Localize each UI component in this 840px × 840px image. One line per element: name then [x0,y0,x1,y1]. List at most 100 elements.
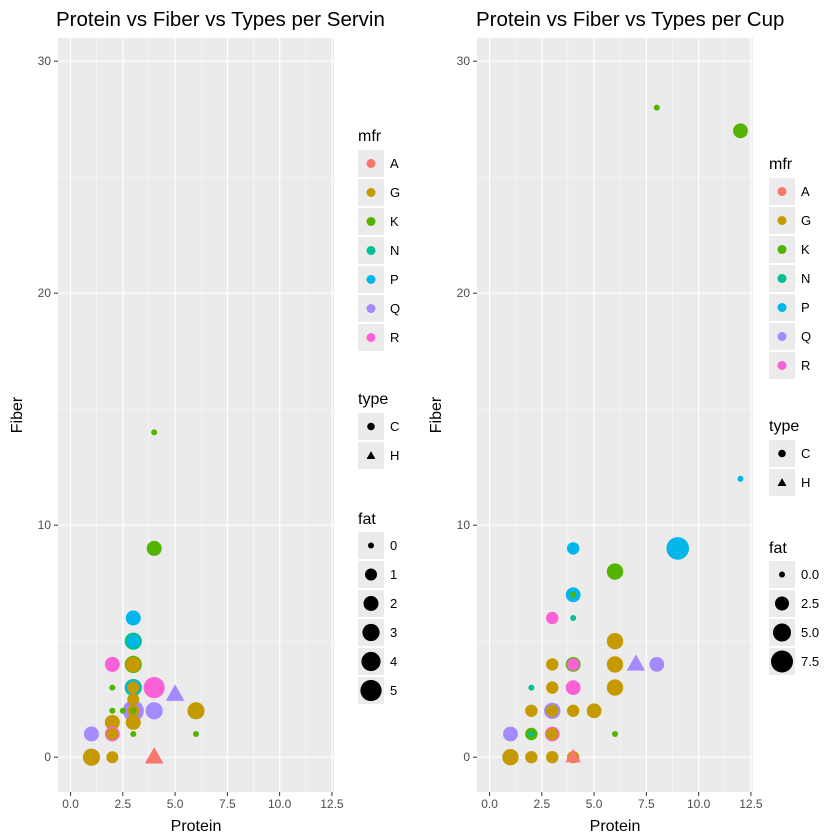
legend-fat-title: fat [358,511,376,528]
data-point [119,707,126,714]
data-point [127,681,140,694]
data-point [106,751,119,764]
data-point [125,714,141,730]
y-tick-label: 30 [457,54,471,68]
data-point [528,684,535,691]
legend-mfr-label: K [390,214,399,229]
data-point [502,749,519,766]
data-point [525,751,538,764]
data-point [125,656,141,672]
data-point [109,684,116,691]
x-tick-label: 7.5 [638,797,655,811]
legend-fat-label: 5.0 [801,625,819,640]
data-point [606,563,624,580]
x-tick-label: 10.0 [268,797,292,811]
legend-fat-title: fat [769,540,787,557]
legend-fat-swatch [365,568,377,581]
legend-type-label: C [390,419,399,434]
legend-mfr-label: Q [390,301,400,316]
plot-panel [58,38,334,792]
legend-mfr-label: N [801,271,810,286]
x-tick-label: 0.0 [481,797,498,811]
legend-fat-swatch [360,679,382,702]
legend-mfr-label: A [801,184,810,199]
y-tick-label: 10 [457,518,471,532]
data-point [612,731,618,737]
data-point [666,537,690,560]
y-tick-label: 0 [44,750,51,764]
plot-panel [477,38,753,792]
legend-fat-label: 0 [390,538,397,553]
x-axis-label: Protein [590,818,641,835]
legend-mfr-label: K [801,242,810,257]
data-point [546,611,559,625]
data-point [130,731,137,737]
data-point [127,635,140,648]
data-point [106,728,119,740]
x-axis-label: Protein [171,818,222,835]
legend-fat-label: 5 [390,683,397,698]
data-point [546,658,559,671]
legend-fat-label: 2 [390,596,397,611]
x-tick-label: 2.5 [114,797,131,811]
x-tick-label: 7.5 [219,797,236,811]
data-point [193,731,199,737]
legend-mfr-swatch [777,361,787,370]
x-tick-label: 5.0 [167,797,184,811]
data-point [82,748,101,766]
data-point [525,704,538,717]
data-point-triangle [165,684,185,701]
y-tick-label: 20 [457,286,471,300]
y-axis-label: Fiber [9,396,26,433]
chart-per-serving: Protein vs Fiber vs Types per Servin 0.0 2… [9,8,400,835]
data-point-triangle [565,748,581,763]
legend-fat-swatch [771,650,793,673]
legend-type-title: type [769,418,799,435]
legend-fat-label: 0.0 [801,567,819,582]
data-point [130,707,137,714]
legend-fat-swatch [362,623,380,642]
legend-mfr-swatch [777,187,787,196]
legend-mfr-label: N [390,243,399,258]
legend-type-circle [367,422,375,431]
legend-fat-label: 4 [390,654,397,669]
legend-mfr-label: Q [801,329,811,344]
legend-fat-label: 1 [390,567,397,582]
legend-type-title: type [358,391,388,408]
data-point [566,658,580,671]
data-point [143,677,165,699]
legend-mfr-title: mfr [358,128,382,145]
legend-type-label: C [801,446,810,461]
data-point [606,633,624,650]
data-point [109,707,116,714]
data-point-triangle [626,654,646,671]
legend-fat-swatch [773,623,791,642]
legend-mfr-label: R [801,358,810,373]
data-point [570,591,577,598]
legend-fat-swatch [368,542,374,549]
y-tick-label: 10 [38,518,52,532]
legend-mfr-swatch [366,217,376,226]
x-tick-label: 12.5 [739,797,763,811]
legend-mfr-swatch [777,216,787,225]
data-point [127,693,140,706]
chart-per-cup: Protein vs Fiber vs Types per Cup 0.0 2.5 5… [428,8,819,835]
legend-mfr-swatch [777,303,787,312]
data-point [606,679,624,696]
data-point [546,681,559,694]
legend-fat-swatch [363,596,379,611]
legend-mfr-swatch [777,245,787,254]
data-point [570,615,577,621]
legend-mfr-label: R [390,330,399,345]
data-point [566,542,580,555]
legend-type-circle [778,449,786,458]
data-point [566,704,580,717]
data-point [83,726,99,742]
chart-title: Protein vs Fiber vs Types per Cup [476,8,784,31]
y-tick-label: 20 [38,286,52,300]
data-point [733,123,748,139]
legend-fat-swatch [361,651,381,672]
data-point [125,610,141,626]
